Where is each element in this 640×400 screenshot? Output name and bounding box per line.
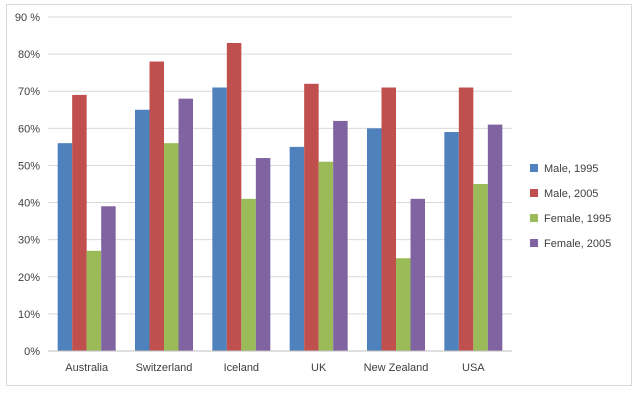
bar	[381, 87, 396, 351]
bar	[333, 120, 348, 352]
bars	[57, 42, 503, 352]
bar	[458, 87, 474, 351]
y-tick-label: 20%	[18, 272, 40, 284]
y-tick-label: 60%	[18, 123, 40, 135]
bar	[318, 161, 334, 351]
bar	[226, 42, 242, 351]
legend-label: Male, 2005	[544, 188, 598, 200]
y-tick-label: 0%	[24, 346, 40, 358]
x-tick-label: Australia	[65, 362, 109, 374]
bar	[255, 158, 271, 351]
bar	[101, 206, 116, 351]
bar	[473, 184, 488, 351]
bar	[86, 250, 102, 351]
y-tick-label: 80%	[18, 49, 40, 61]
x-tick-label: Switzerland	[136, 362, 193, 374]
bar	[72, 94, 87, 351]
bar	[241, 198, 256, 351]
x-tick-label: USA	[462, 362, 485, 374]
y-tick-label: 90 %	[15, 12, 40, 24]
bar	[487, 124, 503, 351]
legend-swatch	[530, 239, 538, 247]
bar	[149, 61, 164, 352]
bar	[57, 143, 73, 351]
legend-label: Female, 2005	[544, 238, 611, 250]
legend-label: Female, 1995	[544, 213, 611, 225]
bar	[410, 198, 425, 351]
gridlines	[48, 16, 512, 315]
bar	[304, 83, 319, 352]
x-tick-label: Iceland	[224, 362, 259, 374]
x-axis-category-labels: Australia Switzerland Iceland UK New Zealand…	[65, 362, 485, 374]
y-tick-label: 40%	[18, 198, 40, 210]
legend-swatch	[530, 189, 538, 197]
x-tick-label: New Zealand	[364, 362, 429, 374]
y-tick-label: 50%	[18, 160, 40, 172]
y-tick-label: 10%	[18, 309, 40, 321]
x-tick-label: UK	[311, 362, 327, 374]
bar	[212, 87, 227, 351]
legend-swatch	[530, 214, 538, 222]
bar	[444, 132, 459, 351]
legend-swatch	[530, 164, 538, 172]
bar	[396, 258, 411, 351]
bar	[178, 98, 193, 352]
y-axis-tick-labels: 0% 10% 20% 30% 40% 50% 60% 70% 80% 90 %	[15, 12, 40, 358]
y-tick-label: 70%	[18, 86, 40, 98]
legend: Male, 1995 Male, 2005 Female, 1995 Female, …	[530, 163, 611, 250]
bar	[135, 109, 150, 352]
bar	[367, 128, 382, 351]
y-tick-label: 30%	[18, 235, 40, 247]
bar	[164, 143, 179, 351]
bar	[289, 146, 305, 351]
legend-label: Male, 1995	[544, 163, 598, 175]
